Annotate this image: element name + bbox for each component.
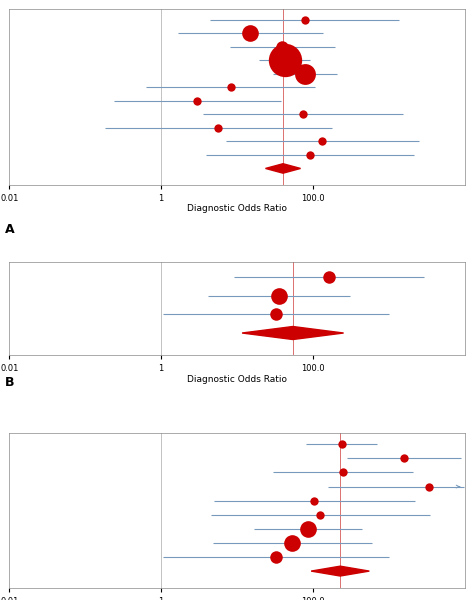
Text: A: A [5,223,15,236]
Text: B: B [5,376,14,389]
Polygon shape [265,164,301,173]
Polygon shape [311,566,369,576]
X-axis label: Diagnostic Odds Ratio: Diagnostic Odds Ratio [187,204,287,213]
X-axis label: Diagnostic Odds Ratio: Diagnostic Odds Ratio [187,375,287,384]
Polygon shape [242,326,344,340]
